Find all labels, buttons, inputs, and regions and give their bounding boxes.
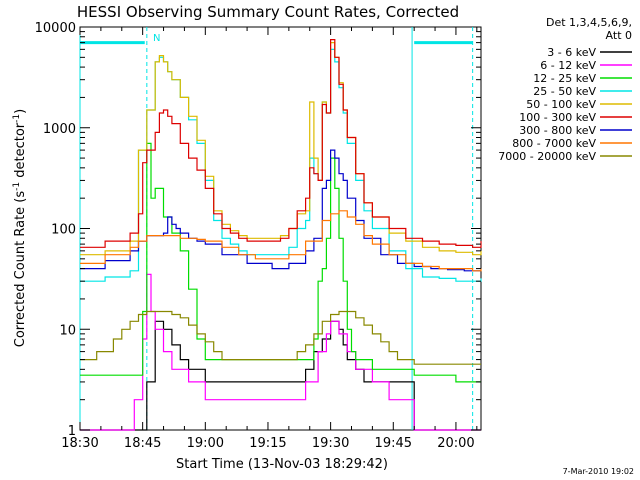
y-axis-label-sup: -1 bbox=[12, 182, 22, 191]
legend-header-line-2: Att 0 bbox=[606, 29, 632, 42]
y-tick-label: 10000 bbox=[35, 21, 76, 36]
series-line-4 bbox=[80, 42, 482, 256]
legend-label-8: 7000 - 20000 keV bbox=[498, 150, 596, 163]
x-tick-label: 20:00 bbox=[437, 436, 474, 451]
x-tick-label: 19:15 bbox=[249, 436, 286, 451]
x-tick-label: 19:30 bbox=[312, 436, 349, 451]
plot-area: N bbox=[79, 26, 482, 431]
chart-title: HESSI Observing Summary Count Rates, Cor… bbox=[77, 3, 459, 21]
y-tick-label: 1 bbox=[68, 424, 76, 439]
series-line-2 bbox=[80, 142, 481, 383]
night-marker: N bbox=[153, 33, 160, 44]
legend-label-1: 6 - 12 keV bbox=[540, 59, 596, 72]
legend-label-6: 300 - 800 keV bbox=[519, 124, 596, 137]
series-lines bbox=[80, 39, 482, 431]
y-axis-label-main: Corrected Count Rate (s bbox=[13, 191, 28, 348]
legend-label-7: 800 - 7000 keV bbox=[512, 137, 596, 150]
series-line-1 bbox=[80, 273, 481, 431]
series-line-0 bbox=[80, 320, 481, 431]
x-tick-label: 18:45 bbox=[124, 436, 161, 451]
series-line-7 bbox=[80, 210, 482, 272]
series-line-6 bbox=[80, 149, 481, 272]
x-axis: 18:30 18:45 19:00 19:15 19:30 19:45 20:00 bbox=[61, 27, 478, 451]
legend-label-0: 3 - 6 keV bbox=[547, 46, 596, 59]
y-axis: 1 10 100 1000 10000 bbox=[35, 21, 481, 439]
plot-frame bbox=[79, 26, 482, 431]
legend-label-4: 50 - 100 keV bbox=[526, 98, 596, 111]
y-tick-label: 100 bbox=[51, 223, 76, 238]
y-axis-label-tail: detector bbox=[13, 122, 28, 182]
legend-label-5: 100 - 300 keV bbox=[519, 111, 596, 124]
legend-label-2: 12 - 25 keV bbox=[533, 72, 596, 85]
series-line-5 bbox=[80, 39, 482, 248]
y-axis-label: Corrected Count Rate (s-1 detector-1) bbox=[12, 109, 28, 347]
legend-header-line-1: Det 1,3,4,5,6,9, bbox=[546, 16, 632, 29]
y-tick-label: 1000 bbox=[43, 122, 76, 137]
legend-label-3: 25 - 50 keV bbox=[533, 85, 596, 98]
footer-timestamp: 7-Mar-2010 19:02 bbox=[563, 467, 634, 476]
y-axis-label-end: ) bbox=[13, 109, 28, 114]
series-line-3 bbox=[80, 48, 482, 282]
x-tick-label: 18:30 bbox=[61, 436, 98, 451]
series-line-8 bbox=[80, 310, 481, 365]
x-tick-label: 19:00 bbox=[187, 436, 224, 451]
x-axis-label: Start Time (13-Nov-03 18:29:42) bbox=[176, 457, 388, 472]
y-tick-label: 10 bbox=[59, 323, 76, 338]
x-tick-label: 19:45 bbox=[375, 436, 412, 451]
y-axis-label-sup2: -1 bbox=[12, 114, 22, 123]
